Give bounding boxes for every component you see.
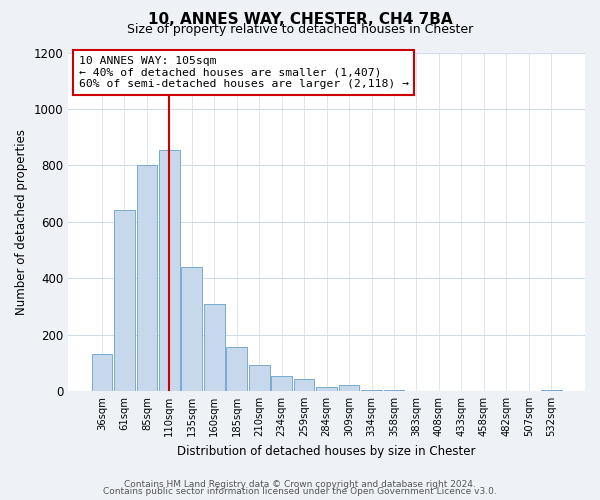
Bar (361, 390, 382, 391)
X-axis label: Distribution of detached houses by size in Chester: Distribution of detached houses by size … (178, 444, 476, 458)
Bar (541, 390, 562, 391)
Text: 10 ANNES WAY: 105sqm
← 40% of detached houses are smaller (1,407)
60% of semi-de: 10 ANNES WAY: 105sqm ← 40% of detached h… (79, 56, 409, 89)
Bar (339, 386, 359, 391)
Bar (383, 390, 404, 391)
Bar (294, 379, 314, 391)
Bar (159, 150, 179, 391)
Bar (181, 267, 202, 391)
Text: Size of property relative to detached houses in Chester: Size of property relative to detached ho… (127, 22, 473, 36)
Bar (249, 364, 269, 391)
Bar (204, 304, 224, 391)
Bar (137, 166, 157, 391)
Bar (271, 376, 292, 391)
Text: Contains HM Land Registry data © Crown copyright and database right 2024.: Contains HM Land Registry data © Crown c… (124, 480, 476, 489)
Bar (316, 386, 337, 391)
Bar (92, 354, 112, 391)
Text: 10, ANNES WAY, CHESTER, CH4 7BA: 10, ANNES WAY, CHESTER, CH4 7BA (148, 12, 452, 26)
Bar (226, 346, 247, 391)
Text: Contains public sector information licensed under the Open Government Licence v3: Contains public sector information licen… (103, 488, 497, 496)
Y-axis label: Number of detached properties: Number of detached properties (15, 128, 28, 314)
Bar (114, 210, 135, 391)
